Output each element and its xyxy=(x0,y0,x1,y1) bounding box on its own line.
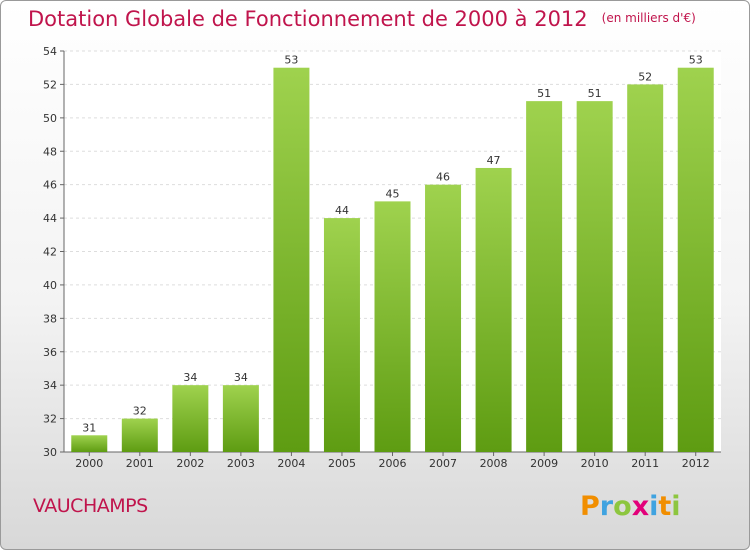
bar-2003 xyxy=(222,385,259,452)
bar-2009 xyxy=(526,101,563,452)
logo-letter: P xyxy=(580,491,600,522)
axes: 30 32 34 36 38 40 42 44 46 48 50 52 54 2000 2001 2002 20… xyxy=(43,45,721,470)
logo-letter: r xyxy=(599,491,614,522)
y-tick-label: 42 xyxy=(43,246,57,259)
bar-2008 xyxy=(475,167,512,453)
data-label-2005: 44 xyxy=(335,204,349,217)
bar-2005 xyxy=(323,218,360,452)
data-label-2009: 51 xyxy=(537,87,551,100)
commune-name: VAUCHAMPS xyxy=(33,495,148,517)
proxiti-logo[interactable]: Proxiti xyxy=(580,491,681,522)
x-tick-label: 2005 xyxy=(328,457,356,470)
bar-2012 xyxy=(677,67,714,452)
y-tick-label: 32 xyxy=(43,413,57,426)
bar-2007 xyxy=(425,184,462,452)
data-label-2003: 34 xyxy=(234,371,248,384)
x-tick-label: 2004 xyxy=(277,457,305,470)
logo-letter: o xyxy=(613,491,632,522)
bar-2011 xyxy=(627,84,664,453)
data-label-2007: 46 xyxy=(436,171,450,184)
x-tick-label: 2011 xyxy=(631,457,659,470)
x-tick-label: 2010 xyxy=(581,457,609,470)
chart-subtitle: (en milliers d'€) xyxy=(601,11,696,25)
x-tick-label: 2007 xyxy=(429,457,457,470)
bar-2004 xyxy=(273,67,310,452)
x-tick-label: 2006 xyxy=(379,457,407,470)
x-tick-label: 2009 xyxy=(530,457,558,470)
bar-2010 xyxy=(576,101,613,452)
logo-letter: i xyxy=(649,491,659,522)
logo-letter: i xyxy=(671,491,681,522)
y-tick-label: 54 xyxy=(43,45,57,58)
data-label-2004: 53 xyxy=(284,54,298,67)
data-label-2010: 51 xyxy=(588,87,602,100)
data-label-2008: 47 xyxy=(487,154,501,167)
logo-letter: t xyxy=(658,491,672,522)
data-label-2006: 45 xyxy=(386,187,400,200)
data-label-2001: 32 xyxy=(133,405,147,418)
y-tick-label: 46 xyxy=(43,179,57,192)
y-tick-label: 34 xyxy=(43,379,57,392)
y-tick-label: 38 xyxy=(43,312,57,325)
chart-title: Dotation Globale de Fonctionnement de 20… xyxy=(28,7,696,31)
data-label-2011: 52 xyxy=(638,70,652,83)
logo-letter: x xyxy=(631,491,650,522)
x-tick-label: 2008 xyxy=(480,457,508,470)
bar-2006 xyxy=(374,201,411,452)
y-tick-label: 48 xyxy=(43,145,57,158)
x-tick-label: 2003 xyxy=(227,457,255,470)
y-tick-label: 36 xyxy=(43,346,57,359)
x-tick-label: 2001 xyxy=(126,457,154,470)
y-tick-label: 52 xyxy=(43,78,57,91)
bar-2002 xyxy=(172,385,209,452)
y-tick-label: 40 xyxy=(43,279,57,292)
x-tick-label: 2012 xyxy=(682,457,710,470)
y-tick-label: 30 xyxy=(43,446,57,459)
bar-2000 xyxy=(71,435,108,452)
data-labels: 31 32 34 34 53 44 45 46 47 51 51 52 53 xyxy=(82,54,702,435)
bars xyxy=(71,67,714,453)
data-label-2000: 31 xyxy=(82,421,96,434)
bar-2001 xyxy=(121,418,158,452)
x-tick-label: 2000 xyxy=(75,457,103,470)
chart-title-text: Dotation Globale de Fonctionnement de 20… xyxy=(28,7,588,31)
y-tick-label: 50 xyxy=(43,112,57,125)
x-tick-label: 2002 xyxy=(176,457,204,470)
y-tick-label: 44 xyxy=(43,212,57,225)
data-label-2002: 34 xyxy=(183,371,197,384)
data-label-2012: 53 xyxy=(689,54,703,67)
